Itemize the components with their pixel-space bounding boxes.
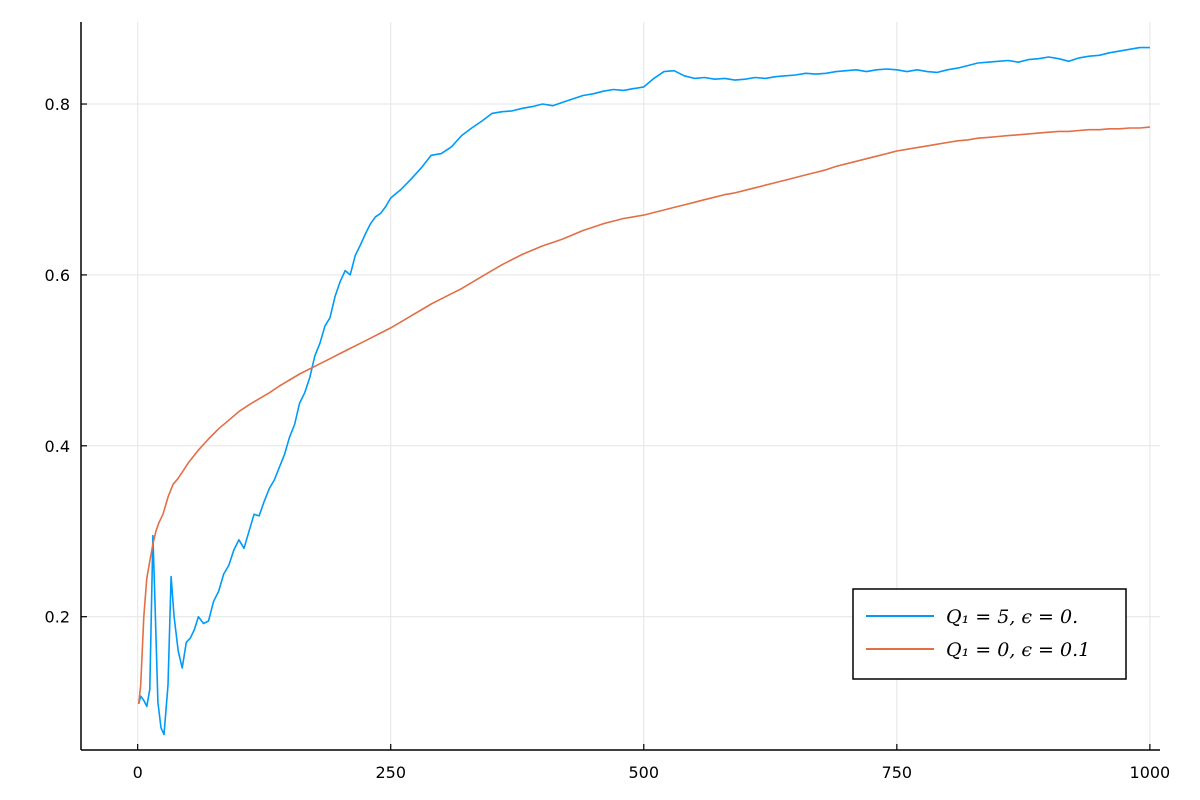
legend-label-series-2: Q₁ = 0, ϵ = 0.1 xyxy=(946,639,1090,661)
x-tick-label: 500 xyxy=(629,763,660,782)
legend-box xyxy=(852,588,1127,680)
series-layer xyxy=(137,46,1150,736)
x-tick-label: 1000 xyxy=(1130,763,1171,782)
series-line-2 xyxy=(137,126,1150,704)
grid-layer xyxy=(81,22,1160,750)
legend: Q₁ = 5, ϵ = 0. Q₁ = 0, ϵ = 0.1 xyxy=(852,588,1127,680)
y-tick-label: 0.4 xyxy=(45,437,70,456)
series-line-1 xyxy=(137,46,1150,736)
y-tick-label: 0.8 xyxy=(45,95,70,114)
y-tick-label: 0.6 xyxy=(45,266,70,285)
x-tick-label: 0 xyxy=(133,763,143,782)
axes-layer xyxy=(80,22,1160,751)
x-tick-label: 250 xyxy=(375,763,406,782)
tick-layer: 0 250 500 750 1000 0.2 0.4 0.6 0.8 xyxy=(45,95,1171,782)
y-tick-label: 0.2 xyxy=(45,608,70,627)
x-tick-label: 750 xyxy=(882,763,913,782)
legend-label-series-1: Q₁ = 5, ϵ = 0. xyxy=(946,606,1078,628)
